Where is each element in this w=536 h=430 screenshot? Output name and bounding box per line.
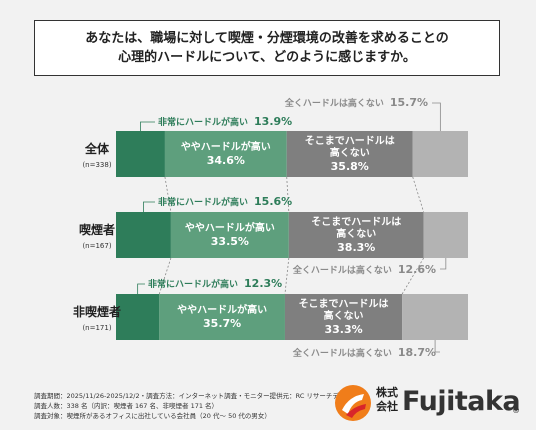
leader-high-3 <box>137 283 145 294</box>
leader-high-1 <box>140 121 155 131</box>
segment-label-notso-a-2: そこまでハードルは <box>311 216 401 228</box>
survey-footer: 調査期間：2025/11/26-2025/12/2・調査方法：インターネット調査… <box>34 391 352 421</box>
segment-label-somewhat-2: ややハードルが高い <box>185 221 275 234</box>
row-count-3: (n=171) <box>82 324 111 332</box>
logo-wordmark: Fujitaka <box>402 386 521 417</box>
callout-high-3: 非常にハードルが高い 12.3% <box>148 277 282 290</box>
bar-segment-2-4 <box>423 212 468 258</box>
logo-kanji: 株式 会社 <box>376 386 400 414</box>
row-label-3: 非喫煙者 <box>73 304 121 319</box>
bar-segment-1-3 <box>286 131 413 177</box>
bar-segment-1-1 <box>116 131 165 177</box>
bar-segment-3-4 <box>402 294 468 340</box>
segment-label-notso-a-1: そこまでハードルは <box>305 135 395 147</box>
segment-value-notso-3: 33.3% <box>324 323 362 336</box>
callout-high-1: 非常にハードルが高い 13.9% <box>158 115 292 128</box>
callout-high-2: 非常にハードルが高い 15.6% <box>158 195 292 208</box>
connector-line-1-3 <box>412 176 425 213</box>
segment-value-notso-1: 35.8% <box>331 160 369 173</box>
bar-segment-1-2 <box>164 131 287 177</box>
company-logo: 株式 会社 Fujitaka ® <box>334 384 524 422</box>
segment-value-notso-2: 38.3% <box>337 241 375 254</box>
callout-notatall-2: 全くハードルは高くない 12.6% <box>292 263 436 276</box>
segment-label-notso-b-1: 高くない <box>330 146 370 159</box>
bar-segment-2-1 <box>116 212 171 258</box>
footer-line-3: 調査対象：喫煙所があるオフィスに出社している会社員（20 代～ 50 代の男女） <box>34 412 271 420</box>
leader-notatall-3 <box>434 340 440 353</box>
leader-notatall-2 <box>440 258 447 270</box>
segment-label-somewhat-3: ややハードルが高い <box>177 303 267 316</box>
leader-notatall-1 <box>432 102 441 131</box>
logo-kanji-bottom: 会社 <box>376 400 398 413</box>
callout-notatall-3: 全くハードルは高くない 18.7% <box>292 346 436 359</box>
title-line-2: 心理的ハードルについて、どのように感じますか。 <box>118 50 416 65</box>
logo-registered-mark: ® <box>512 406 520 415</box>
bar-segment-3-1 <box>116 294 160 340</box>
fujitaka-logo-mark-icon <box>335 385 371 421</box>
segment-value-somewhat-3: 35.7% <box>203 317 241 330</box>
bar-segment-2-3 <box>288 212 424 258</box>
connector-line-2-3 <box>401 257 424 295</box>
row-count-1: (n=338) <box>82 161 111 169</box>
row-count-2: (n=167) <box>82 242 111 250</box>
logo-kanji-top: 株式 <box>376 386 398 399</box>
title-line-1: あなたは、職場に対して喫煙・分煙環境の改善を求めることの <box>85 31 449 46</box>
segment-label-notso-b-3: 高くない <box>324 309 364 322</box>
connector-line-2-2 <box>284 257 290 295</box>
bar-segment-3-2 <box>159 294 285 340</box>
segment-value-somewhat-1: 34.6% <box>207 154 245 167</box>
bar-segment-1-4 <box>412 131 468 177</box>
bar-segment-3-3 <box>284 294 403 340</box>
connector-line-1-2 <box>286 176 290 213</box>
connector-line-1-1 <box>164 176 172 213</box>
row-label-1: 全体 <box>84 141 110 156</box>
footer-line-1: 調査期間：2025/11/26-2025/12/2・調査方法：インターネット調査… <box>34 392 352 400</box>
footer-line-2: 調査人数：338 名（内訳：喫煙者 167 名、非喫煙者 171 名） <box>34 402 219 410</box>
segment-label-somewhat-1: ややハードルが高い <box>181 140 271 153</box>
leader-high-2 <box>143 201 155 212</box>
callout-notatall-1: 全くハードルは高くない 15.7% <box>284 96 428 109</box>
segment-label-notso-b-2: 高くない <box>336 227 376 240</box>
row-label-2: 喫煙者 <box>79 222 115 237</box>
title-box: あなたは、職場に対して喫煙・分煙環境の改善を求めることの 心理的ハードルについて… <box>34 20 500 76</box>
segment-value-somewhat-2: 33.5% <box>211 235 249 248</box>
segment-label-notso-a-3: そこまでハードルは <box>299 298 389 310</box>
bar-segment-2-2 <box>170 212 289 258</box>
